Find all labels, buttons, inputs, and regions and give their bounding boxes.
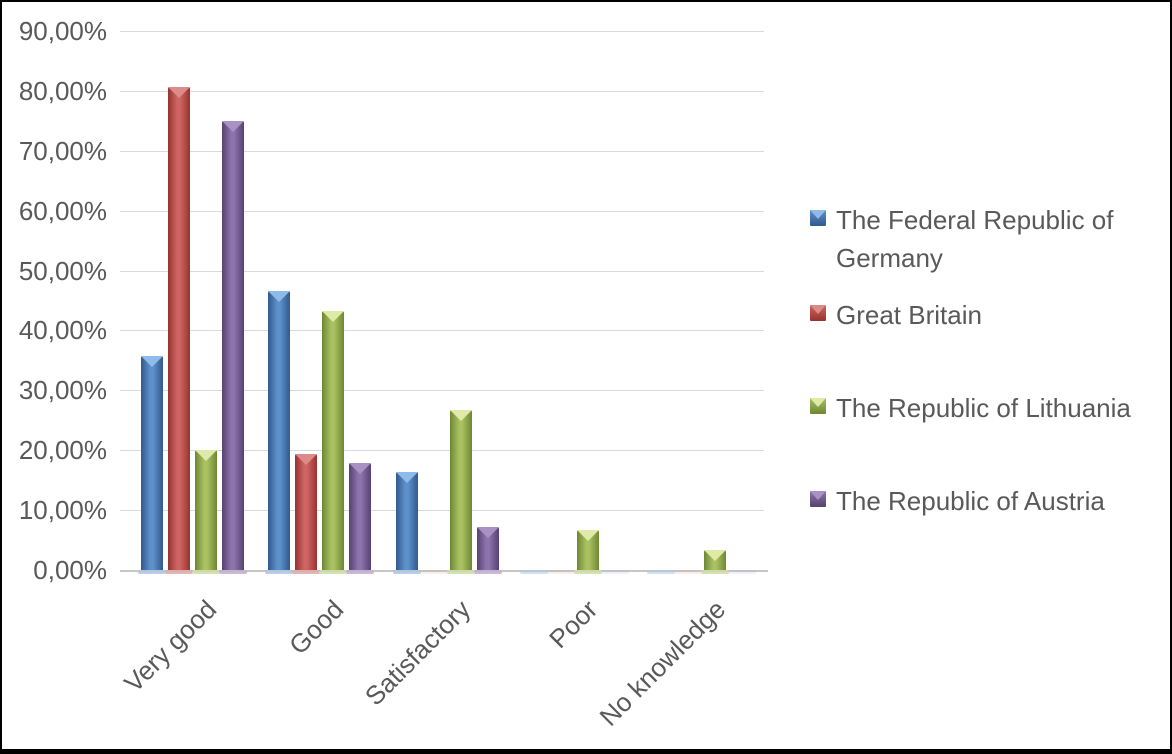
gridline [120,450,764,451]
bar-top-bevel [168,87,190,98]
bar [195,450,217,570]
bar-base [219,570,247,574]
bar-base [474,570,502,574]
bar [396,472,418,570]
bar-top-bevel [141,356,163,367]
legend-item: The Federal Republic of Germany [810,201,1170,277]
bar-base [701,570,729,574]
gridline [120,271,764,272]
gridline [120,510,764,511]
bar-base [165,570,193,574]
legend-marker-icon [810,398,826,414]
legend-label: The Republic of Lithuania [836,393,1131,423]
bar-base [674,570,702,574]
bar-base [265,570,293,574]
bar-base [447,570,475,574]
gridline [120,151,764,152]
gridline [120,390,764,391]
bar-base [292,570,320,574]
bar-top-bevel [704,550,726,561]
legend-item: The Republic of Austria [810,482,1170,520]
bar-base [728,570,756,574]
legend-label: Great Britain [836,300,982,330]
legend-marker-icon [810,491,826,507]
legend-marker-icon [810,305,826,321]
bar-top-bevel [222,121,244,132]
bar-base [647,570,675,574]
y-tick-label: 60,00% [18,196,107,226]
y-tick-label: 0,00% [33,555,107,585]
bar-base [192,570,220,574]
bar-top-bevel [195,450,217,461]
bar-base [393,570,421,574]
bar-top-bevel [349,463,371,474]
chart-legend: The Federal Republic of Germany Great Bri… [810,2,1170,749]
y-tick-label: 50,00% [18,256,107,286]
bar-base [138,570,166,574]
legend-label: The Federal Republic of Germany [836,205,1114,273]
bar [704,550,726,570]
bar-base [601,570,629,574]
y-tick-label: 10,00% [18,495,107,525]
bar-top-bevel [295,454,317,465]
bar-base [547,570,575,574]
bar [450,410,472,570]
bar-top-bevel [477,527,499,538]
bar-base [420,570,448,574]
y-tick-label: 90,00% [18,16,107,46]
bar [577,530,599,570]
bar [222,121,244,570]
legend-marker-bevel-icon [810,305,826,314]
bar-top-bevel [268,291,290,302]
category-label: Very good [118,594,223,699]
bar [322,311,344,570]
bar-base [346,570,374,574]
bar-top-bevel [396,472,418,483]
bar-base [319,570,347,574]
gridline [120,330,764,331]
legend-marker-bevel-icon [810,398,826,407]
legend-item: Great Britain [810,296,1170,334]
bar [477,527,499,570]
legend-marker-bevel-icon [810,210,826,219]
legend-label: The Republic of Austria [836,486,1105,516]
bar-top-bevel [322,311,344,322]
gridline [120,211,764,212]
gridline [120,91,764,92]
y-tick-label: 70,00% [18,136,107,166]
bar-base [574,570,602,574]
y-tick-label: 40,00% [18,315,107,345]
y-tick-label: 20,00% [18,435,107,465]
bar-top-bevel [577,530,599,541]
bar [349,463,371,570]
bar-base [520,570,548,574]
legend-marker-icon [810,210,826,226]
y-tick-label: 30,00% [18,375,107,405]
gridline [120,31,764,32]
bar [268,291,290,570]
bar [141,356,163,570]
bar-top-bevel [450,410,472,421]
legend-marker-bevel-icon [810,491,826,500]
bar [168,87,190,570]
y-tick-label: 80,00% [18,76,107,106]
legend-item: The Republic of Lithuania [810,389,1170,427]
x-axis-line [120,570,768,572]
bar [295,454,317,570]
